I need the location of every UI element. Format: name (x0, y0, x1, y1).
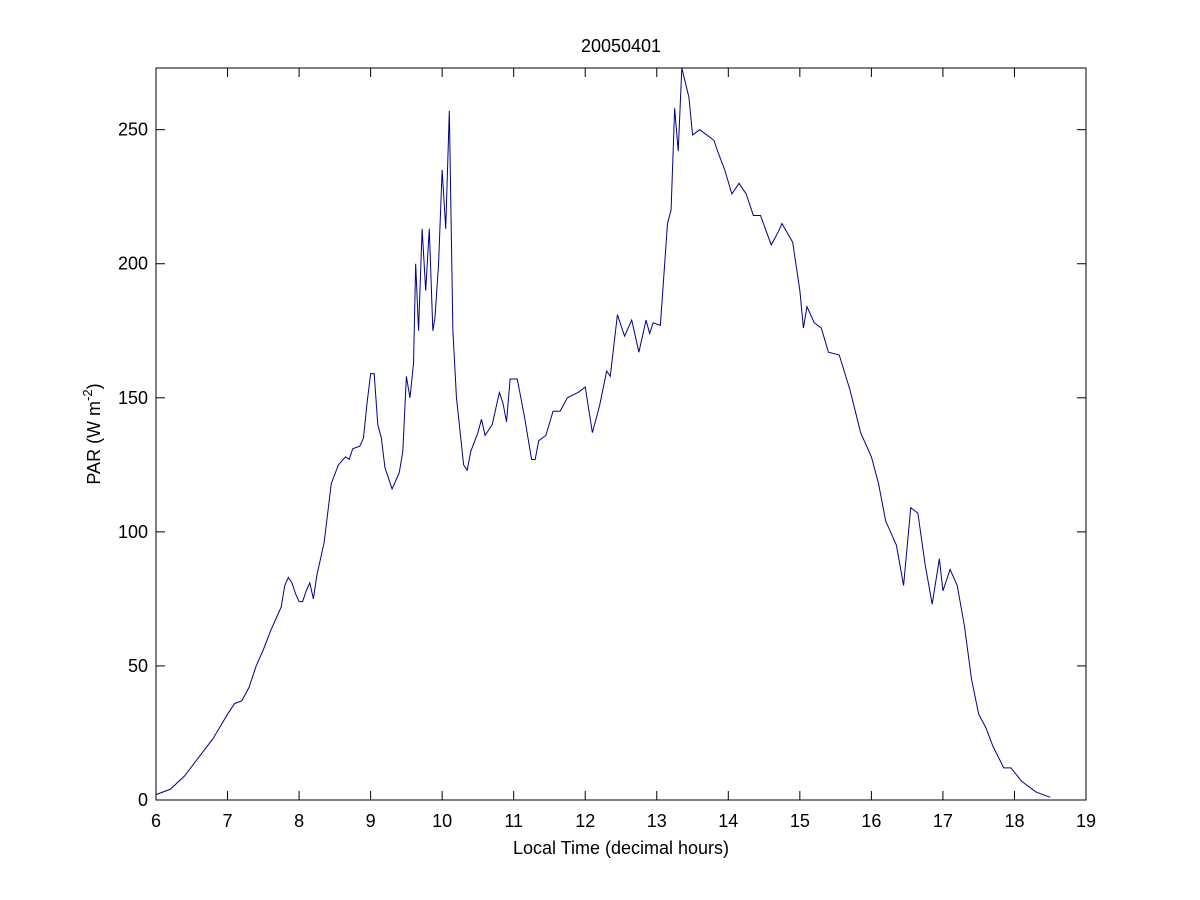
x-tick-label: 17 (933, 811, 953, 831)
x-tick-label: 14 (718, 811, 738, 831)
x-tick-label: 6 (151, 811, 161, 831)
y-tick-label: 0 (138, 790, 148, 810)
y-tick-label: 200 (118, 254, 148, 274)
x-tick-label: 19 (1076, 811, 1096, 831)
x-axis-label: Local Time (decimal hours) (513, 838, 729, 858)
chart-title: 20050401 (581, 36, 661, 56)
y-tick-label: 50 (128, 656, 148, 676)
x-tick-label: 8 (294, 811, 304, 831)
x-tick-label: 16 (861, 811, 881, 831)
x-tick-label: 11 (504, 811, 523, 831)
x-tick-label: 18 (1004, 811, 1024, 831)
x-tick-label: 10 (432, 811, 452, 831)
plot-frame (155, 67, 1087, 801)
y-tick-label: 150 (118, 388, 148, 408)
data-line (155, 67, 1051, 798)
x-tick-label: 7 (223, 811, 233, 831)
x-tick-label: 15 (790, 811, 810, 831)
x-tick-label: 13 (647, 811, 667, 831)
y-axis-label: PAR (W m-2) (80, 383, 104, 484)
x-tick-label: 12 (575, 811, 595, 831)
y-tick-label: 250 (118, 120, 148, 140)
y-tick-label: 100 (118, 522, 148, 542)
x-tick-label: 9 (366, 811, 376, 831)
